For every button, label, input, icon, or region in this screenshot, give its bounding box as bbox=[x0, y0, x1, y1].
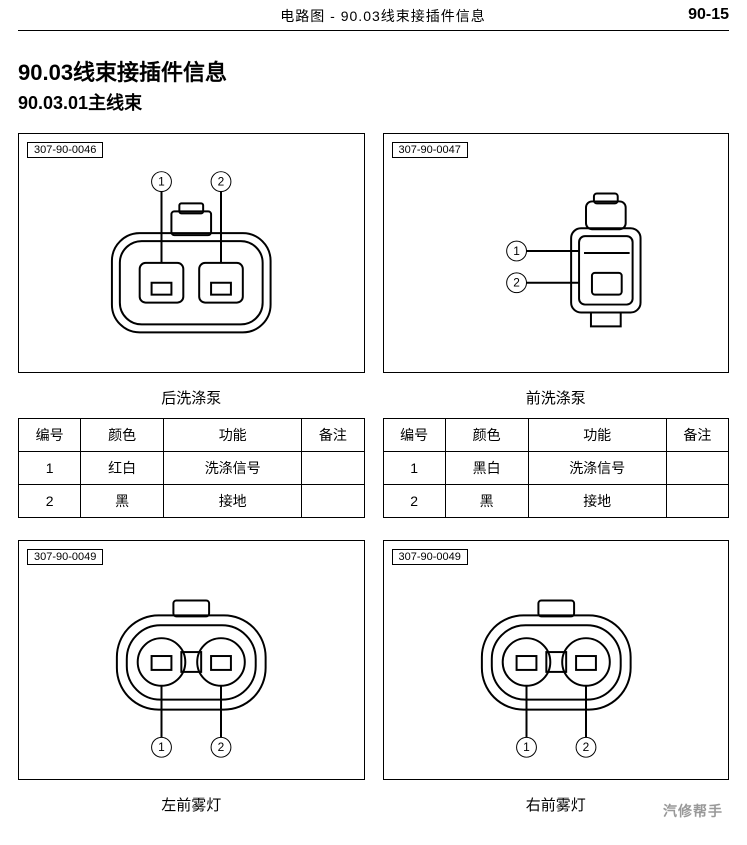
section-title: 90.03线束接插件信息 bbox=[18, 55, 729, 87]
connector-caption: 前洗涤泵 bbox=[383, 373, 730, 418]
page-header: 电路图 - 90.03线束接插件信息 90-15 bbox=[18, 0, 729, 31]
connector-svg: 1 2 bbox=[19, 134, 364, 372]
table-row: 2 黑 接地 bbox=[19, 485, 365, 518]
table-row: 2 黑 接地 bbox=[383, 485, 729, 518]
th-no: 编号 bbox=[383, 419, 445, 452]
connector-svg: 1 2 bbox=[384, 541, 729, 779]
pin-label-2: 2 bbox=[218, 175, 225, 189]
header-title: 电路图 - 90.03线束接插件信息 bbox=[78, 6, 688, 26]
connector-caption: 右前雾灯 bbox=[383, 780, 730, 825]
pin-table: 编号 颜色 功能 备注 1 黑白 洗涤信号 2 黑 接地 bbox=[383, 418, 730, 518]
th-color: 颜色 bbox=[81, 419, 164, 452]
pin-label-1: 1 bbox=[158, 175, 165, 189]
table-row: 1 红白 洗涤信号 bbox=[19, 452, 365, 485]
pin-table: 编号 颜色 功能 备注 1 红白 洗涤信号 2 黑 接地 bbox=[18, 418, 365, 518]
pin-label-2: 2 bbox=[513, 276, 520, 290]
page-number: 90-15 bbox=[688, 6, 729, 24]
connector-caption: 后洗涤泵 bbox=[18, 373, 365, 418]
pin-label-1: 1 bbox=[158, 740, 165, 754]
th-color: 颜色 bbox=[445, 419, 528, 452]
connector-caption: 左前雾灯 bbox=[18, 780, 365, 825]
connector-diagram: 307-90-0049 bbox=[383, 540, 730, 780]
th-note: 备注 bbox=[302, 419, 364, 452]
connector-svg: 1 2 bbox=[384, 134, 729, 372]
table-row: 1 黑白 洗涤信号 bbox=[383, 452, 729, 485]
connector-diagram: 307-90-0047 bbox=[383, 133, 730, 373]
th-note: 备注 bbox=[666, 419, 728, 452]
pin-label-2: 2 bbox=[218, 740, 225, 754]
pin-label-1: 1 bbox=[513, 244, 520, 258]
connector-diagram: 307-90-0046 bbox=[18, 133, 365, 373]
connector-svg: 1 2 bbox=[19, 541, 364, 779]
pin-label-2: 2 bbox=[582, 740, 589, 754]
pin-label-1: 1 bbox=[523, 740, 530, 754]
subsection-title: 90.03.01主线束 bbox=[18, 89, 729, 115]
th-func: 功能 bbox=[528, 419, 666, 452]
connector-diagram: 307-90-0049 bbox=[18, 540, 365, 780]
th-func: 功能 bbox=[164, 419, 302, 452]
th-no: 编号 bbox=[19, 419, 81, 452]
